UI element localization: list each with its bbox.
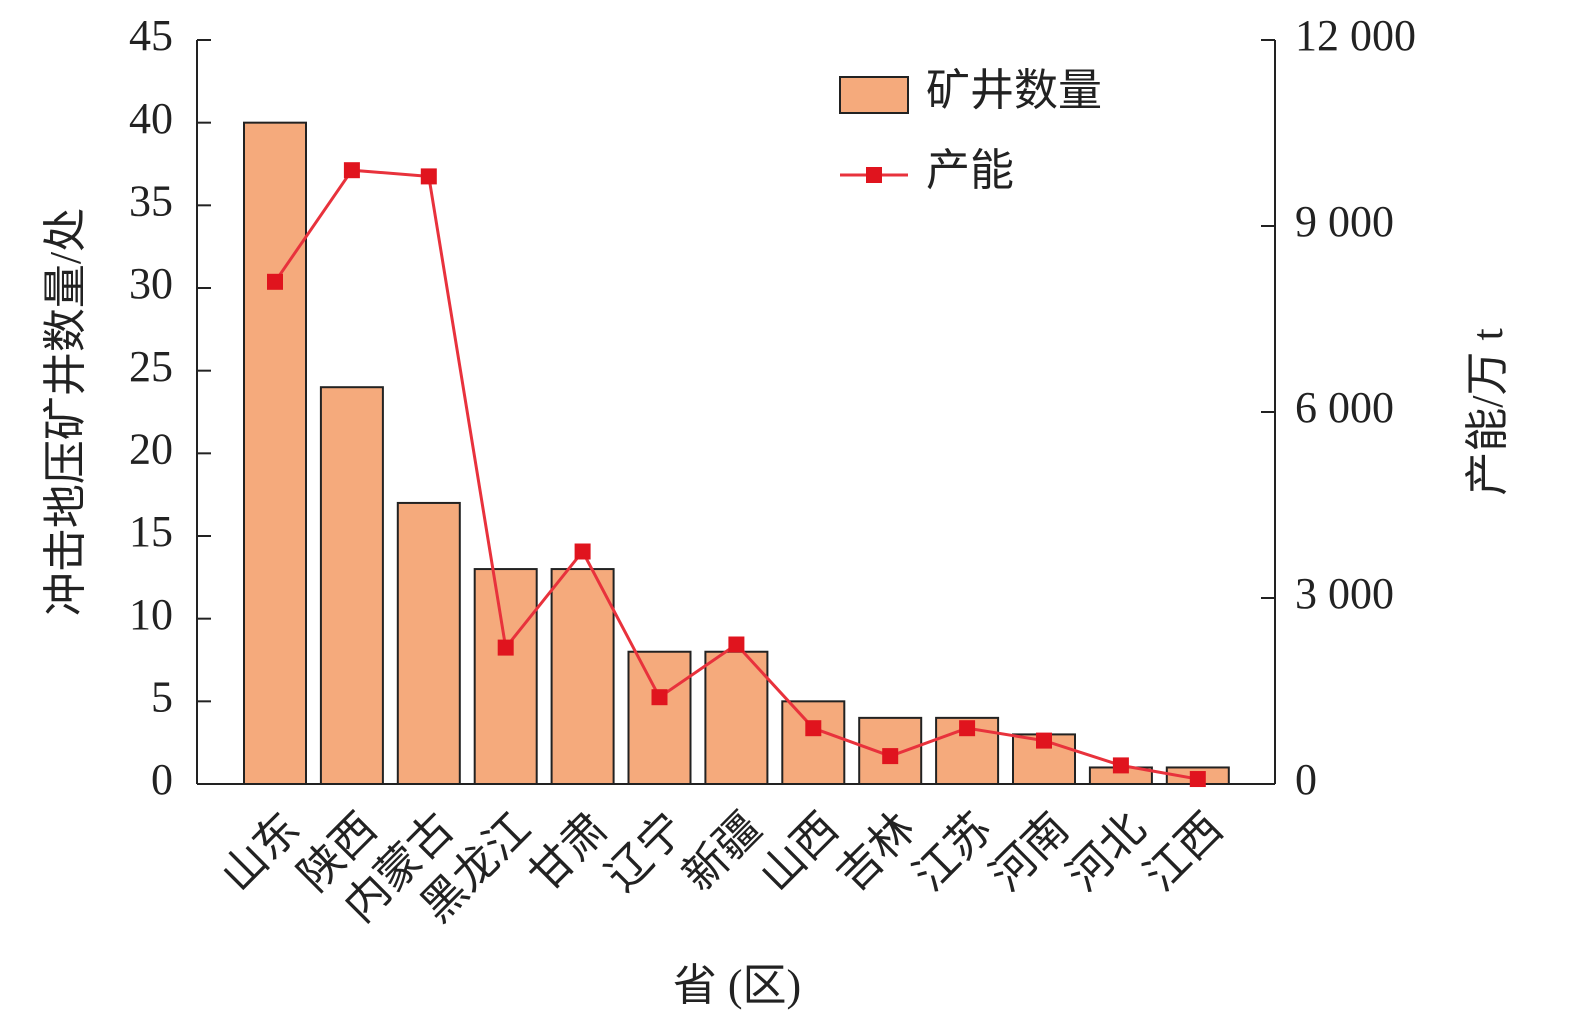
bar: [550, 568, 615, 785]
bar: [473, 568, 538, 785]
marker: [882, 748, 899, 765]
legend-marker: [866, 167, 882, 183]
marker: [728, 636, 745, 653]
y2-axis-label: 产能/万 t: [1463, 328, 1512, 495]
marker: [343, 162, 360, 179]
marker: [651, 689, 668, 706]
x-tick-label: 甘肃: [520, 804, 617, 901]
x-tick-label: 河北: [1058, 804, 1155, 901]
y-tick-label: 45: [129, 11, 173, 60]
x-tick-label: 吉林: [828, 804, 925, 901]
y2-tick-label: 0: [1295, 755, 1317, 804]
y-tick-label: 15: [129, 507, 173, 556]
bar: [781, 700, 846, 785]
bar: [243, 121, 307, 785]
legend-label: 产能: [926, 146, 1014, 195]
y2-tick-label: 12 000: [1295, 11, 1416, 60]
x-tick-label: 辽宁: [597, 804, 694, 901]
y-tick-label: 25: [129, 342, 173, 391]
bar: [704, 650, 769, 785]
y-tick-label: 40: [129, 94, 173, 143]
x-tick-label: 江西: [1135, 804, 1232, 901]
x-tick-label: 新疆: [674, 804, 771, 901]
x-axis-label: 省 (区): [673, 961, 801, 1010]
x-tick-label: 山东: [212, 804, 309, 901]
y-axis-label: 冲击地压矿井数量/处: [41, 208, 90, 616]
y-tick-label: 10: [129, 590, 173, 639]
marker: [497, 639, 514, 656]
y-tick-label: 0: [151, 755, 173, 804]
x-tick-label: 江苏: [904, 804, 1001, 901]
bar: [319, 386, 384, 785]
bar: [396, 501, 461, 785]
marker: [959, 720, 976, 737]
y-tick-label: 30: [129, 259, 173, 308]
y2-tick-label: 9 000: [1295, 197, 1394, 246]
marker: [1112, 757, 1129, 774]
marker: [805, 720, 822, 737]
y2-tick-label: 6 000: [1295, 383, 1394, 432]
y-tick-label: 35: [129, 176, 173, 225]
marker: [267, 273, 283, 290]
marker: [1036, 732, 1052, 749]
x-tick-label: 河南: [981, 804, 1078, 901]
legend-swatch: [839, 76, 909, 114]
y2-tick-label: 3 000: [1295, 569, 1394, 618]
bar: [627, 650, 692, 785]
marker: [420, 168, 437, 185]
marker: [1189, 771, 1206, 788]
y-tick-label: 5: [151, 672, 173, 721]
x-tick-label: 山西: [751, 804, 848, 901]
legend-label: 矿井数量: [926, 66, 1102, 115]
y-tick-label: 20: [129, 424, 173, 473]
marker: [574, 543, 591, 560]
